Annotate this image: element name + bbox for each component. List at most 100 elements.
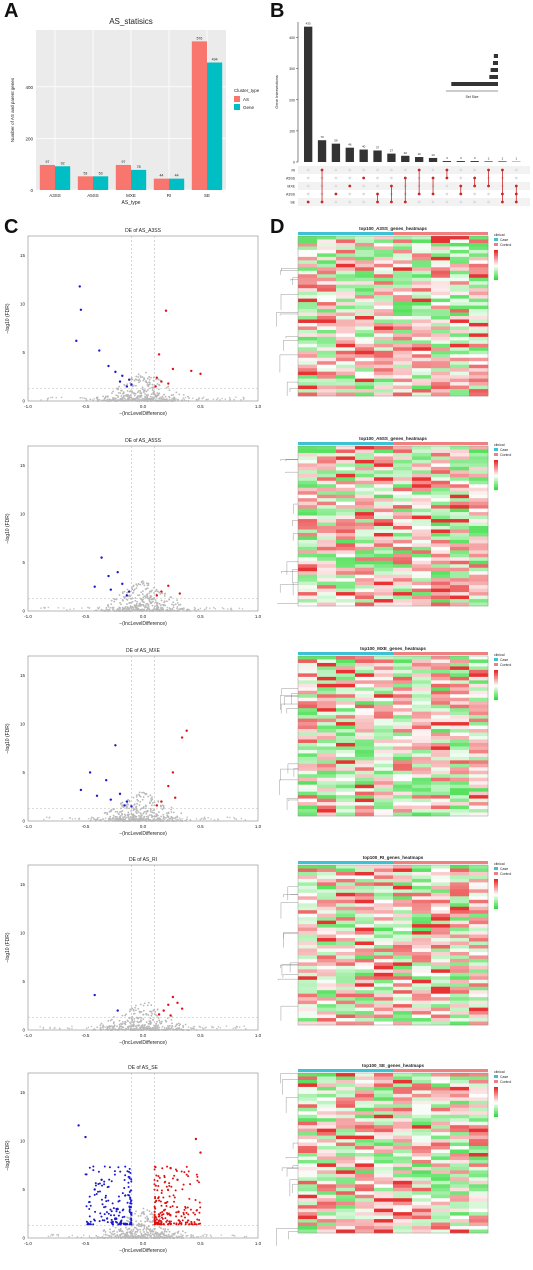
heatmap-cell — [374, 676, 394, 681]
heatmap-cell — [336, 522, 356, 527]
heatmap-cell — [298, 948, 318, 953]
heatmap-cell — [431, 452, 451, 457]
heatmap-cell — [374, 322, 394, 327]
ns-point — [172, 393, 175, 396]
ns-point — [147, 1228, 150, 1230]
up-point — [163, 1181, 166, 1184]
ns-point — [149, 807, 152, 810]
heatmap-cell — [336, 288, 356, 292]
heatmap-cell — [355, 532, 375, 537]
heatmap-cell — [355, 246, 375, 251]
ns-point — [107, 604, 110, 606]
ns-point — [145, 1012, 148, 1015]
heatmap-cell — [374, 694, 394, 699]
heatmap-cell — [450, 277, 470, 282]
ns-point — [138, 1028, 141, 1031]
heatmap-cell — [317, 487, 337, 492]
down-point — [121, 374, 124, 377]
heatmap-cell — [355, 694, 375, 699]
heatmap-cell — [469, 239, 489, 244]
heatmap-cell — [393, 910, 413, 914]
ns-point — [162, 806, 165, 809]
ns-point — [151, 811, 154, 814]
heatmap-cell — [374, 263, 394, 268]
y-tick-label: 10 — [20, 511, 26, 516]
ns-point — [164, 399, 167, 402]
heatmap-cell — [317, 732, 337, 737]
down-point — [107, 574, 110, 578]
ns-point — [176, 1231, 179, 1234]
heatmap-cell — [355, 322, 375, 327]
heatmap-cell — [336, 906, 356, 911]
heatmap-cell — [317, 976, 337, 981]
heatmap-cell — [374, 732, 394, 737]
ns-point — [73, 608, 75, 610]
up-point — [162, 1196, 165, 1199]
heatmap-cell — [431, 312, 451, 317]
ns-point — [121, 1020, 124, 1023]
ns-point — [97, 1236, 99, 1238]
heatmap-cell — [355, 760, 375, 765]
down-point — [88, 1166, 91, 1169]
ns-point — [166, 814, 169, 817]
heatmap-cell — [374, 236, 394, 240]
heatmap-cell — [298, 882, 318, 887]
heatmap-cell — [393, 378, 413, 383]
color-scale-step — [494, 259, 498, 261]
ns-point — [189, 819, 192, 821]
ns-point — [142, 796, 145, 798]
up-point — [196, 1218, 199, 1221]
heatmap-cell — [355, 938, 375, 942]
heatmap-cell — [298, 343, 318, 348]
heatmap-cell — [393, 742, 413, 747]
ns-point — [150, 1014, 153, 1017]
ns-point — [178, 608, 181, 610]
ns-point — [140, 591, 143, 594]
heatmap-cell — [317, 945, 337, 949]
set-size-bar — [490, 68, 498, 72]
heatmap-cell — [298, 364, 318, 369]
x-tick-label: 0.0 — [140, 404, 147, 409]
heatmap-cell — [317, 291, 337, 296]
ns-point — [202, 818, 205, 821]
ns-point — [108, 820, 110, 822]
down-point — [107, 1199, 110, 1202]
matrix-dot — [306, 168, 310, 172]
heatmap-cell — [336, 903, 356, 908]
ns-point — [154, 1231, 157, 1234]
heatmap-cell — [374, 270, 394, 275]
ns-point — [139, 1220, 142, 1222]
ns-point — [131, 1007, 134, 1010]
heatmap-cell — [298, 746, 318, 751]
ns-point — [125, 1027, 127, 1030]
bar-value-label: 37 — [376, 145, 380, 149]
heatmap-cell — [317, 532, 337, 537]
ns-point — [176, 601, 179, 604]
color-scale-step — [494, 460, 498, 462]
heatmap-cell — [393, 498, 413, 502]
ns-point — [111, 817, 114, 820]
up-point — [159, 1200, 162, 1203]
heatmap-cell — [450, 585, 470, 589]
heatmap-cell — [374, 927, 394, 932]
heatmap-cell — [374, 809, 394, 813]
heatmap-cell — [393, 777, 413, 782]
ns-point — [201, 1234, 204, 1237]
down-point — [103, 1206, 106, 1209]
heatmap-cell — [374, 309, 394, 313]
heatmap-cell — [317, 683, 337, 688]
heatmap-cell — [298, 756, 318, 761]
heatmap-cell — [374, 302, 394, 306]
ns-point — [180, 1029, 183, 1031]
up-point — [157, 1175, 160, 1178]
heatmap-cell — [450, 288, 470, 292]
ns-point — [103, 1229, 106, 1231]
set-label: A3SS — [286, 193, 296, 197]
up-point — [199, 1222, 202, 1225]
heatmap-cell — [317, 312, 337, 317]
heatmap-cell — [450, 274, 470, 279]
x-axis-label: −(IncLevelDifference) — [119, 1248, 167, 1254]
ns-point — [133, 588, 136, 591]
heatmap-cell — [431, 519, 451, 523]
ns-point — [151, 796, 153, 799]
